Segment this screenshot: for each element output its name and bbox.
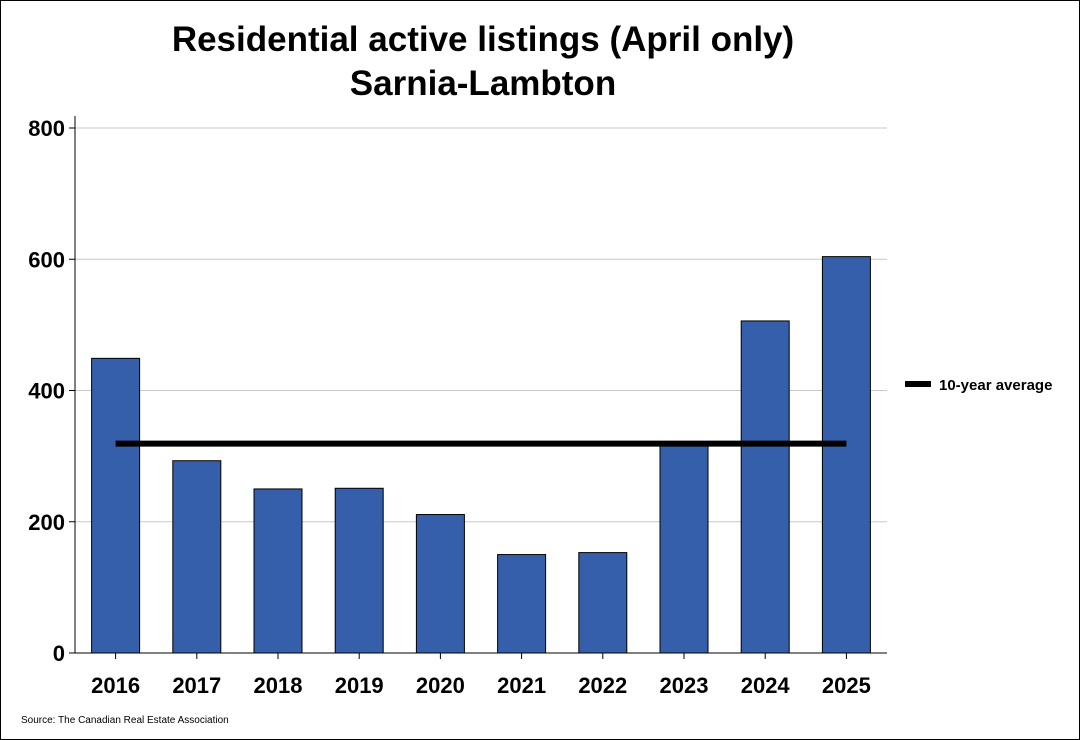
bar-2025 <box>821 256 871 654</box>
legend: 10-year average <box>905 377 1052 394</box>
bar-2023 <box>659 443 709 654</box>
y-tick-label: 800 <box>28 116 65 141</box>
x-tick-label: 2025 <box>822 673 871 698</box>
x-tick-label: 2016 <box>91 673 140 698</box>
source-note: Source: The Canadian Real Estate Associa… <box>21 715 229 726</box>
bar-2016 <box>91 357 141 654</box>
y-tick-label: 400 <box>28 379 65 404</box>
y-tick-label: 0 <box>53 641 65 666</box>
x-tick-label: 2019 <box>335 673 384 698</box>
x-tick-label: 2021 <box>497 673 546 698</box>
bar-2018 <box>253 488 303 654</box>
x-tick-label: 2020 <box>416 673 465 698</box>
bar-2020 <box>415 514 465 654</box>
x-tick-label: 2018 <box>254 673 303 698</box>
bar-2022 <box>578 552 628 654</box>
x-tick-label: 2022 <box>578 673 627 698</box>
bar-2024 <box>740 320 790 654</box>
x-tick-label: 2023 <box>660 673 709 698</box>
axes: 0 200 400 600 800 2016 2017 2018 2019 2020 2021 202… <box>28 116 887 698</box>
x-tick-label: 2017 <box>172 673 221 698</box>
y-tick-label: 600 <box>28 247 65 272</box>
chart-title-line-2: Sarnia-Lambton <box>350 64 616 103</box>
chart-title-line-1: Residential active listings (April only) <box>172 20 794 59</box>
bar-2021 <box>497 554 547 654</box>
bars <box>91 256 871 654</box>
x-tick-label: 2024 <box>741 673 791 698</box>
bar-2019 <box>334 487 384 654</box>
y-tick-label: 200 <box>28 510 65 535</box>
bar-2017 <box>172 460 222 654</box>
legend-label: 10-year average <box>939 377 1052 394</box>
